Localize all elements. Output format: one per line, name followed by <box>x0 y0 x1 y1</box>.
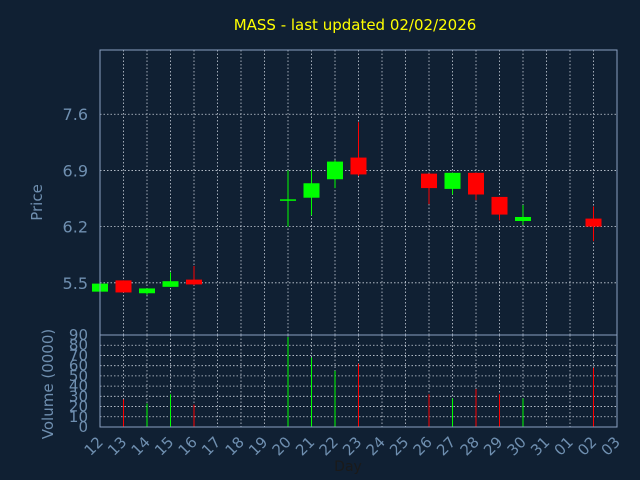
volume-grid <box>100 335 617 427</box>
volume-frame <box>99 334 618 428</box>
candle-body <box>162 281 179 287</box>
candle-body <box>327 161 343 180</box>
candle-body <box>491 196 508 215</box>
x-tick-label: 14 <box>128 433 154 459</box>
x-tick-label: 21 <box>292 433 318 459</box>
price-tick-label: 6.2 <box>63 218 88 237</box>
candle-body <box>139 288 155 294</box>
volume-tick-label: 60 <box>69 357 88 375</box>
volume-tick-label: 20 <box>69 398 88 416</box>
x-tick-label: 15 <box>151 433 177 459</box>
x-tick-label: 25 <box>386 433 412 459</box>
axes: 5.56.26.97.60102030405060708090121314151… <box>63 49 624 459</box>
x-tick-label: 29 <box>480 433 506 459</box>
volume-tick-label: 10 <box>69 408 88 426</box>
candle-body <box>303 183 320 198</box>
x-tick-label: 02 <box>574 433 600 459</box>
candle-body <box>444 172 461 189</box>
volume-tick-label: 90 <box>69 326 88 344</box>
x-tick-label: 01 <box>551 433 577 459</box>
x-tick-label: 26 <box>410 433 436 459</box>
x-tick-label: 31 <box>527 433 553 459</box>
x-tick-label: 19 <box>245 433 271 459</box>
price-grid <box>100 50 617 335</box>
candle-body <box>280 199 296 201</box>
x-tick-label: 22 <box>316 433 342 459</box>
candle-body <box>115 280 132 293</box>
volume-tick-label: 0 <box>78 418 88 436</box>
volume-tick-label: 50 <box>69 367 88 385</box>
candle-body <box>515 216 531 221</box>
volume-tick-label: 30 <box>69 387 88 405</box>
candle-body <box>585 218 602 227</box>
x-tick-label: 17 <box>198 433 224 459</box>
candle-body <box>421 173 437 189</box>
price-axis-label: Price <box>28 184 46 221</box>
candle-body <box>186 279 202 285</box>
x-tick-label: 20 <box>269 433 295 459</box>
price-panel <box>92 122 602 295</box>
x-tick-label: 13 <box>104 433 130 459</box>
x-tick-label: 18 <box>222 433 248 459</box>
price-tick-label: 7.6 <box>63 105 88 124</box>
price-tick-label: 6.9 <box>63 161 88 180</box>
volume-panel <box>99 337 594 427</box>
volume-tick-label: 40 <box>69 377 88 395</box>
volume-axis-label: Volume (0000) <box>39 329 57 439</box>
volume-tick-label: 80 <box>69 336 88 354</box>
candle-body <box>350 157 367 175</box>
candle-body <box>468 172 484 195</box>
x-tick-label: 24 <box>363 433 389 459</box>
chart-title: MASS - last updated 02/02/2026 <box>234 16 477 34</box>
x-tick-label: 30 <box>504 433 530 459</box>
x-axis-label: Day <box>334 459 362 475</box>
x-tick-label: 27 <box>433 433 459 459</box>
price-tick-label: 5.5 <box>63 274 88 293</box>
x-tick-label: 23 <box>339 433 365 459</box>
x-tick-label: 16 <box>175 433 201 459</box>
x-tick-label: 12 <box>81 433 107 459</box>
x-tick-label: 03 <box>598 433 624 459</box>
x-tick-label: 28 <box>457 433 483 459</box>
volume-tick-label: 70 <box>69 346 88 364</box>
